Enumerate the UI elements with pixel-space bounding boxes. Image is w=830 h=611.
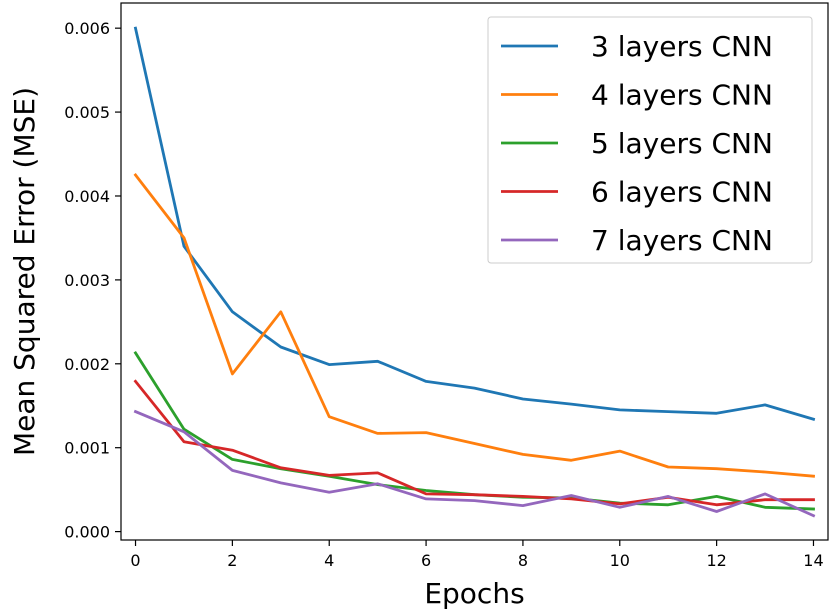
y-tick-label: 0.002	[64, 355, 110, 374]
legend-label: 6 layers CNN	[591, 176, 773, 209]
series-layer	[133, 26, 816, 518]
y-tick-label: 0.006	[64, 19, 110, 38]
series-line-5-layers	[133, 350, 815, 511]
y-tick-label: 0.001	[64, 439, 110, 458]
legend-label: 4 layers CNN	[591, 79, 773, 112]
x-tick-label: 6	[421, 551, 431, 570]
series-line-7-layers	[133, 409, 816, 518]
x-axis: 0 2 4 6 8 10 12 14	[130, 540, 824, 570]
series-line-6-layers	[133, 379, 815, 507]
plot-frame	[120, 2, 829, 541]
legend-label: 3 layers CNN	[591, 30, 773, 63]
y-tick-label: 0.003	[64, 271, 110, 290]
series-line-4-layers	[133, 173, 816, 478]
y-tick-label: 0.005	[64, 103, 110, 122]
legend-box	[487, 16, 813, 264]
x-tick-label: 8	[518, 551, 528, 570]
series-line-3-layers	[133, 26, 816, 421]
x-tick-label: 14	[803, 551, 823, 570]
x-tick-label: 10	[610, 551, 630, 570]
x-tick-label: 12	[706, 551, 726, 570]
y-tick-label: 0.004	[64, 187, 110, 206]
x-tick-label: 2	[227, 551, 237, 570]
y-axis-title: Mean Squared Error (MSE)	[8, 87, 41, 456]
legend-label: 5 layers CNN	[591, 127, 773, 160]
legend: 3 layers CNN 4 layers CNN 5 layers CNN 6 la…	[487, 16, 813, 264]
x-axis-title: Epochs	[424, 577, 524, 610]
y-tick-label: 0.000	[64, 523, 110, 542]
y-axis: 0.000 0.001 0.002 0.003 0.004 0.005 0.006	[64, 19, 121, 542]
x-tick-label: 4	[324, 551, 334, 570]
legend-label: 7 layers CNN	[591, 224, 773, 257]
x-tick-label: 0	[130, 551, 140, 570]
